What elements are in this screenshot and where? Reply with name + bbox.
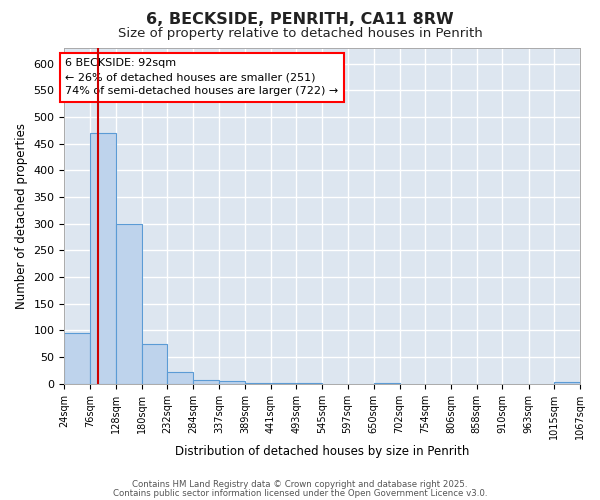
Bar <box>245 383 271 384</box>
Text: 6, BECKSIDE, PENRITH, CA11 8RW: 6, BECKSIDE, PENRITH, CA11 8RW <box>146 12 454 28</box>
Bar <box>142 344 167 384</box>
Bar <box>90 133 116 384</box>
Bar <box>64 333 90 384</box>
Y-axis label: Number of detached properties: Number of detached properties <box>15 122 28 308</box>
Bar <box>116 224 142 384</box>
Bar <box>374 383 400 384</box>
Bar <box>193 380 219 384</box>
Bar <box>554 382 580 384</box>
Bar <box>219 381 245 384</box>
Text: 6 BECKSIDE: 92sqm
← 26% of detached houses are smaller (251)
74% of semi-detache: 6 BECKSIDE: 92sqm ← 26% of detached hous… <box>65 58 338 96</box>
Text: Size of property relative to detached houses in Penrith: Size of property relative to detached ho… <box>118 28 482 40</box>
Bar <box>167 372 193 384</box>
X-axis label: Distribution of detached houses by size in Penrith: Distribution of detached houses by size … <box>175 444 469 458</box>
Text: Contains HM Land Registry data © Crown copyright and database right 2025.: Contains HM Land Registry data © Crown c… <box>132 480 468 489</box>
Text: Contains public sector information licensed under the Open Government Licence v3: Contains public sector information licen… <box>113 489 487 498</box>
